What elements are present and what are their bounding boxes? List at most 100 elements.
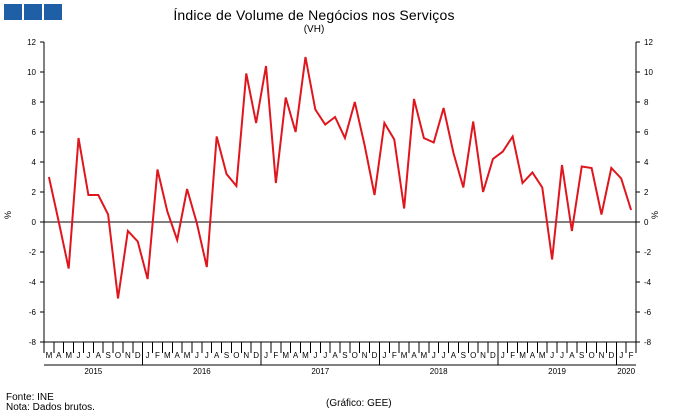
x-tick-label: J (619, 351, 623, 360)
year-label: 2017 (311, 367, 329, 376)
series-layer (47, 56, 633, 299)
x-tick-label: A (332, 351, 338, 360)
x-tick-label: S (461, 351, 466, 360)
x-tick-label: F (629, 351, 634, 360)
x-tick-label: N (599, 351, 605, 360)
x-tick-label: A (293, 351, 299, 360)
x-tick-label: N (125, 351, 131, 360)
x-tick-label: A (56, 351, 62, 360)
chart-credit: (Gráfico: GEE) (326, 398, 392, 409)
x-tick-label: J (560, 351, 564, 360)
x-tick-label: M (302, 351, 309, 360)
y-tick-label-right: 0 (644, 218, 649, 227)
x-tick-label: O (233, 351, 239, 360)
x-tick-label: S (342, 351, 347, 360)
x-tick-label: D (490, 351, 496, 360)
x-tick-label: J (77, 351, 81, 360)
x-tick-label: M (282, 351, 289, 360)
x-tick-label: S (224, 351, 229, 360)
y-tick-label-left: 10 (27, 68, 36, 77)
y-tick-label-right: 2 (644, 188, 649, 197)
x-tick-label: M (164, 351, 171, 360)
x-tick-label: A (96, 351, 102, 360)
y-axis-title-left: % (3, 211, 13, 219)
x-tick-label: J (442, 351, 446, 360)
x-tick-label: M (519, 351, 526, 360)
x-tick-label: F (155, 351, 160, 360)
x-tick-label: A (175, 351, 181, 360)
x-tick-label: F (273, 351, 278, 360)
x-tick-label: M (401, 351, 408, 360)
y-tick-label-left: 12 (27, 38, 36, 47)
y-tick-label-right: -8 (644, 338, 652, 347)
x-tick-label: O (470, 351, 476, 360)
logo-square (44, 4, 62, 20)
x-tick-label: M (539, 351, 546, 360)
x-tick-label: M (65, 351, 72, 360)
y-tick-label-left: 6 (32, 128, 37, 137)
x-tick-label: A (530, 351, 536, 360)
x-tick-label: F (392, 351, 397, 360)
x-tick-label: J (146, 351, 150, 360)
year-label: 2015 (84, 367, 102, 376)
chart-axes (40, 41, 640, 366)
y-tick-label-left: -2 (29, 248, 37, 257)
x-tick-label: N (480, 351, 486, 360)
x-tick-label: J (264, 351, 268, 360)
x-tick-label: S (105, 351, 110, 360)
y-tick-label-right: 10 (644, 68, 653, 77)
x-tick-label: M (421, 351, 428, 360)
x-tick-label: D (253, 351, 259, 360)
x-tick-label: D (372, 351, 378, 360)
y-tick-label-left: 8 (32, 98, 37, 107)
x-tick-label: J (205, 351, 209, 360)
y-tick-label-left: 4 (32, 158, 37, 167)
x-tick-label: S (579, 351, 584, 360)
logo (4, 4, 62, 20)
x-tick-label: M (184, 351, 191, 360)
y-tick-label-left: -4 (29, 278, 37, 287)
source-note: Fonte: INE (6, 392, 54, 403)
x-tick-label: M (46, 351, 53, 360)
chart-title: Índice de Volume de Negócios nos Serviço… (173, 7, 455, 23)
y-axis-labels: -8 -8 -6 -6 -4 -4 -2 -2 0 0 2 2 4 4 6 6 8 8 10 10 12 12 (27, 38, 653, 347)
y-tick-label-left: -8 (29, 338, 37, 347)
x-tick-label: O (352, 351, 358, 360)
series-line (47, 56, 633, 299)
x-tick-label: J (550, 351, 554, 360)
y-tick-label-left: 0 (32, 218, 37, 227)
year-label: 2016 (193, 367, 211, 376)
y-tick-label-right: -4 (644, 278, 652, 287)
x-tick-label: A (411, 351, 417, 360)
y-tick-label-right: 8 (644, 98, 649, 107)
y-tick-label-right: 4 (644, 158, 649, 167)
x-tick-label: A (214, 351, 220, 360)
y-tick-label-right: -2 (644, 248, 652, 257)
x-tick-label: N (362, 351, 368, 360)
x-tick-label: J (86, 351, 90, 360)
y-tick-label-right: 12 (644, 38, 653, 47)
x-tick-label: J (313, 351, 317, 360)
x-tick-label: J (323, 351, 327, 360)
year-label: 2020 (617, 367, 635, 376)
x-tick-label: J (432, 351, 436, 360)
x-tick-label: O (115, 351, 121, 360)
year-label: 2018 (430, 367, 448, 376)
x-tick-label: O (588, 351, 594, 360)
y-tick-label-left: 2 (32, 188, 37, 197)
logo-square (4, 4, 22, 20)
x-tick-label: F (510, 351, 515, 360)
x-tick-label: N (243, 351, 249, 360)
logo-square (24, 4, 42, 20)
y-tick-label-right: 6 (644, 128, 649, 137)
year-label: 2019 (548, 367, 566, 376)
data-note: Nota: Dados brutos. (6, 402, 95, 413)
x-tick-label: A (569, 351, 575, 360)
x-axis-year-labels: 2015 2016 2017 2018 2019 2020 (84, 367, 635, 376)
x-tick-label: J (195, 351, 199, 360)
x-tick-label: D (135, 351, 141, 360)
x-tick-label: A (451, 351, 457, 360)
x-tick-label: D (608, 351, 614, 360)
